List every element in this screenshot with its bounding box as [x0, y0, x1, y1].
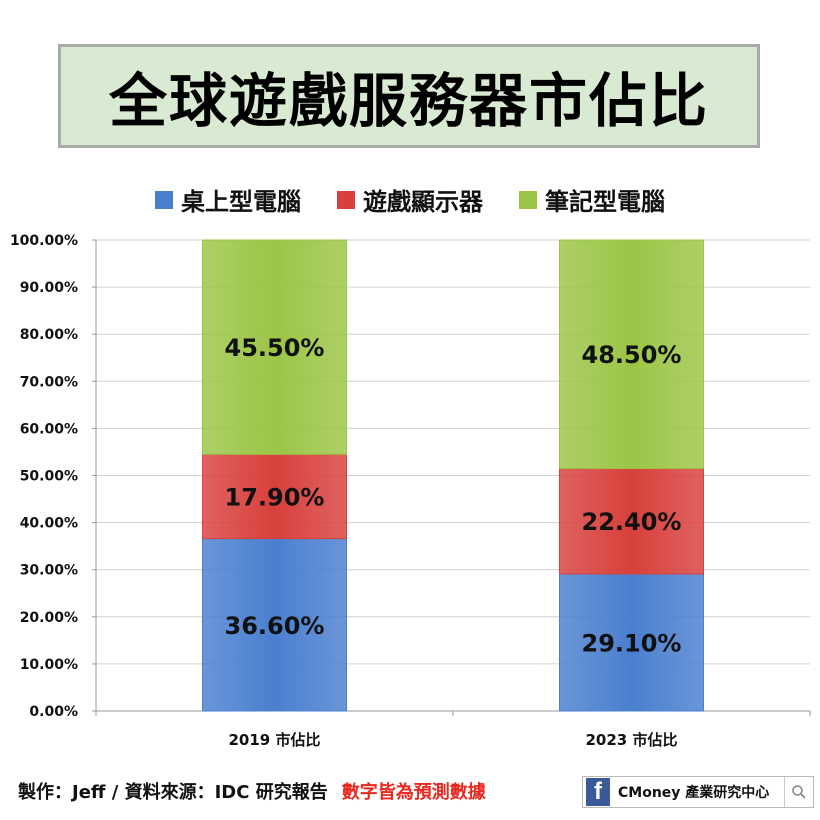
data-label: 17.90% [225, 483, 325, 511]
data-label: 22.40% [582, 508, 682, 536]
y-tick-label: 20.00% [20, 610, 78, 626]
legend-item-monitor: 遊戲顯示器 [337, 182, 483, 217]
bar-segment [559, 239, 704, 469]
x-tick-label: 2019 市佔比 [229, 731, 321, 749]
y-tick-label: 80.00% [20, 327, 78, 343]
y-tick-label: 90.00% [20, 280, 78, 296]
legend-item-desktop: 桌上型電腦 [155, 182, 301, 217]
bar-segment [559, 573, 704, 712]
data-label: 48.50% [582, 341, 682, 369]
y-tick-label: 40.00% [20, 516, 78, 532]
y-tick-label: 50.00% [20, 469, 78, 485]
legend-swatch-monitor [337, 190, 355, 209]
y-tick-label: 100.00% [10, 233, 78, 249]
legend-item-laptop: 筆記型電腦 [519, 182, 665, 217]
bar-segment [202, 538, 347, 712]
data-label: 29.10% [582, 629, 682, 657]
chart-title: 全球遊戲服務器市佔比 [108, 67, 709, 135]
stacked-bar-chart: 0.00% 10.00% 20.00% 30.00% 40.00% 50.00% 60.00… [10, 233, 811, 749]
y-tick-label: 30.00% [20, 563, 78, 579]
footer-note: 數字皆為預測數據 [341, 782, 486, 803]
legend-label-laptop: 筆記型電腦 [545, 188, 665, 216]
legend-swatch-laptop [519, 190, 537, 209]
legend-label-monitor: 遊戲顯示器 [363, 188, 483, 216]
brand-badge[interactable]: f CMoney 產業研究中心 [582, 776, 814, 808]
search-icon[interactable] [784, 777, 813, 807]
y-tick-label: 60.00% [20, 421, 78, 437]
bar-segment [202, 239, 347, 455]
brand-text: CMoney 產業研究中心 [618, 785, 770, 801]
y-tick-label: 0.00% [29, 704, 78, 720]
legend-swatch-desktop [155, 190, 173, 209]
title-box: 全球遊戲服務器市佔比 [58, 44, 760, 148]
legend-label-desktop: 桌上型電腦 [181, 188, 301, 216]
data-label: 36.60% [225, 612, 325, 640]
y-tick-label: 70.00% [20, 374, 78, 390]
facebook-icon: f [586, 778, 610, 806]
bar-segment [202, 453, 347, 540]
footer-credit: 製作：Jeff / 資料來源：IDC 研究報告 [18, 782, 328, 803]
footer: 製作：Jeff / 資料來源：IDC 研究報告 數字皆為預測數據 [18, 778, 486, 804]
legend: 桌上型電腦 遊戲顯示器 筆記型電腦 [0, 182, 820, 217]
y-tick-label: 10.00% [20, 657, 78, 673]
data-label: 45.50% [225, 334, 325, 362]
x-tick-label: 2023 市佔比 [586, 731, 678, 749]
bar-segment [559, 467, 704, 575]
